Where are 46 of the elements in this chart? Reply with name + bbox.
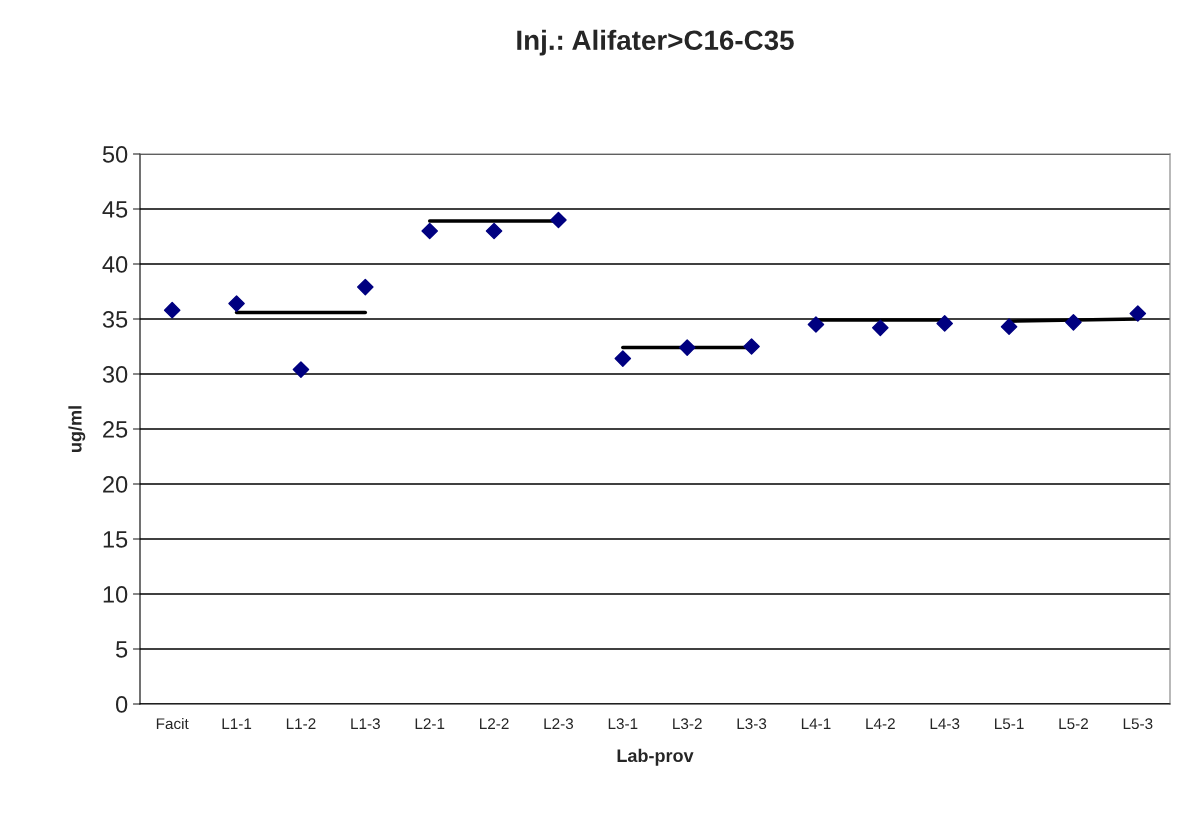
x-tick-label: L3-2	[673, 718, 702, 730]
point	[357, 278, 374, 296]
y-tick-label: 10	[103, 586, 128, 603]
x-tick-label: L1-3	[351, 718, 380, 730]
x-tick-label: L2-2	[480, 718, 509, 729]
y-tick-label: 45	[102, 201, 128, 218]
point	[1000, 318, 1018, 336]
point	[550, 211, 567, 229]
x-tick-label: L4-3	[930, 718, 960, 730]
point	[163, 301, 181, 319]
y-tick-label: 30	[102, 366, 128, 383]
y-tick-label: 35	[102, 311, 128, 328]
point	[421, 222, 438, 240]
y-tick-label: 15	[103, 531, 128, 548]
x-tick-label: L2-1	[415, 718, 445, 729]
y-tick-label: 20	[103, 476, 128, 493]
y-tick-label: 25	[103, 421, 128, 438]
point	[292, 361, 310, 378]
point	[872, 319, 889, 337]
y-tick-label: 0	[115, 696, 128, 713]
x-tick-label: L3-1	[608, 718, 638, 730]
x-tick-label: L5-2	[1059, 718, 1088, 730]
chart-title: Inj.: Alifater>C16-C35	[517, 29, 794, 56]
point	[614, 350, 632, 367]
point	[678, 339, 696, 356]
x-axis-title: Lab-prov	[617, 748, 694, 766]
point	[936, 315, 953, 332]
point	[1129, 305, 1147, 322]
y-tick-label: 50	[102, 146, 128, 163]
point	[485, 222, 503, 240]
x-tick-label: L4-1	[801, 718, 831, 729]
x-tick-label: L2-3	[544, 718, 574, 730]
point	[807, 316, 825, 333]
y-axis-title: ug/ml	[68, 406, 86, 452]
point	[1065, 313, 1082, 331]
y-tick-label: 40	[102, 256, 128, 273]
point	[743, 338, 760, 355]
x-tick-label: L5-1	[995, 718, 1024, 730]
x-tick-label: L4-2	[866, 718, 895, 729]
y-tick-label: 5	[116, 641, 128, 658]
x-tick-label: L1-2	[286, 718, 316, 729]
point	[228, 295, 245, 312]
x-tick-label: L5-3	[1123, 718, 1153, 730]
x-tick-label: L3-3	[737, 718, 767, 730]
x-tick-label: Facit	[156, 717, 189, 730]
x-tick-label: L1-1	[222, 718, 252, 729]
